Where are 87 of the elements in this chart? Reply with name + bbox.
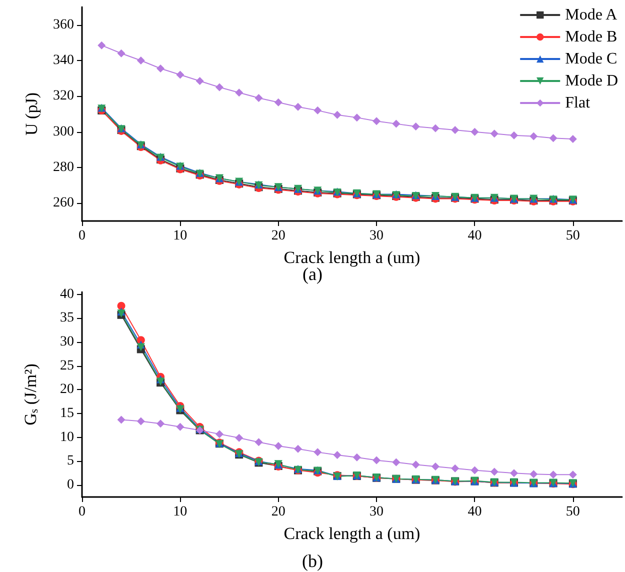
y-tick-label: 260	[53, 196, 74, 211]
point	[215, 430, 224, 438]
legend-label: Flat	[565, 94, 591, 112]
point	[470, 466, 479, 474]
y-tick-label: 15	[60, 406, 74, 422]
x-tick-label: 20	[271, 504, 286, 520]
point	[136, 56, 145, 64]
point	[431, 124, 440, 132]
point	[530, 132, 538, 140]
point	[314, 106, 322, 114]
x-tick-label: 30	[370, 228, 384, 244]
y-axis-title: Gs (J/m²)	[21, 364, 40, 426]
x-axis-title: Crack length a (um)	[284, 524, 420, 543]
y-tick-label: 35	[60, 310, 74, 326]
legend-label: Mode C	[565, 50, 618, 68]
y-tick-label: 10	[60, 430, 74, 445]
point	[549, 134, 558, 142]
y-tick-label: 0	[67, 478, 74, 493]
y-tick-label: 5	[67, 454, 74, 469]
x-tick-label: 0	[78, 504, 86, 520]
point	[412, 122, 420, 130]
point	[392, 120, 400, 128]
point	[333, 110, 342, 119]
x-tick-label: 10	[173, 504, 188, 520]
y-tick-label: 360	[53, 17, 74, 32]
point	[156, 420, 165, 428]
legend-label: Mode D	[565, 72, 618, 90]
point	[510, 469, 518, 478]
text: (b)	[302, 551, 324, 571]
y-tick-label: 25	[60, 358, 74, 374]
point	[117, 302, 126, 310]
x-tick-label: 20	[271, 228, 286, 244]
point	[490, 130, 498, 138]
y-tick-label: 280	[53, 160, 74, 175]
point	[314, 448, 322, 456]
x-tick-label: 10	[173, 228, 188, 244]
point	[451, 126, 460, 134]
point	[490, 468, 498, 476]
y-tick-label: 340	[53, 53, 74, 68]
point	[372, 117, 381, 126]
point	[392, 458, 400, 466]
point	[294, 444, 302, 453]
y-axis-title: U (pJ)	[22, 92, 41, 136]
point	[333, 451, 342, 460]
point	[254, 438, 263, 446]
legend-label: Mode B	[565, 28, 618, 46]
point	[117, 416, 126, 424]
point	[530, 470, 538, 478]
point	[235, 88, 244, 97]
point	[136, 417, 145, 426]
point	[176, 70, 184, 79]
point	[568, 134, 577, 143]
x-tick-label: 40	[468, 504, 482, 520]
point	[196, 77, 204, 86]
y-tick-label: 20	[60, 382, 74, 398]
point	[176, 422, 184, 431]
point	[215, 83, 224, 92]
text: (a)	[302, 264, 322, 284]
point	[235, 434, 244, 442]
y-tick-label: 320	[53, 88, 74, 104]
point	[451, 464, 460, 472]
point	[274, 98, 282, 106]
x-tick-label: 50	[566, 504, 580, 520]
point	[98, 41, 106, 50]
point	[470, 128, 479, 136]
point	[510, 131, 518, 140]
point	[117, 49, 126, 58]
point	[294, 102, 302, 111]
x-tick-label: 40	[468, 228, 482, 244]
point	[549, 470, 558, 479]
legend-label: Mode A	[565, 6, 618, 24]
x-tick-label: 0	[78, 228, 86, 244]
y-tick-label: 40	[60, 286, 74, 302]
point	[372, 456, 381, 464]
point	[156, 64, 165, 73]
y-tick-label: 300	[53, 124, 74, 140]
point	[352, 453, 361, 462]
point	[254, 94, 263, 102]
x-tick-label: 50	[566, 228, 580, 244]
point	[568, 470, 577, 479]
point	[274, 442, 282, 450]
point	[412, 460, 420, 469]
y-tick-label: 30	[60, 334, 74, 350]
x-tick-label: 30	[370, 504, 384, 520]
point	[352, 114, 361, 122]
x-axis-title: Crack length a (um)	[284, 248, 420, 267]
point	[431, 462, 440, 470]
